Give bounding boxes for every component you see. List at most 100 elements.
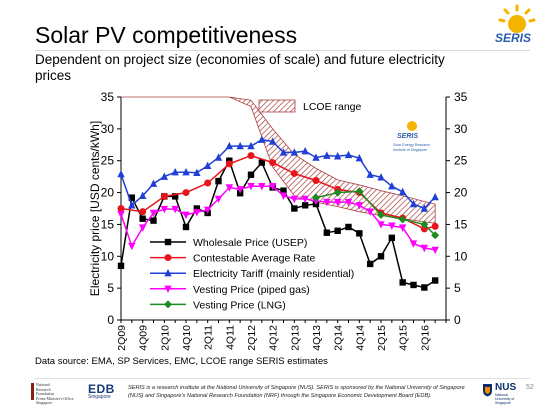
data-point-tariff [138,191,147,199]
data-point-tariff [344,150,353,159]
data-point-wholesale [345,223,352,231]
data-point-tariff [301,146,309,155]
page-title: Solar PV competitiveness [35,22,298,48]
legend-marker-vesting_lng [164,300,172,309]
data-point-vesting_gas [333,198,342,207]
y-tick-label-right: 0 [454,313,461,327]
data-source-note: Data source: EMA, SP Services, EMC, LCOE… [35,356,328,367]
legend-marker-tariff [164,269,172,277]
data-point-wholesale [291,205,298,212]
data-point-contestable [225,160,233,168]
data-point-wholesale [366,260,374,268]
data-point-wholesale [377,253,385,260]
x-tick-label: 2Q16 [419,325,431,351]
data-point-vesting_gas [182,211,190,220]
x-tick-label: 2Q10 [159,325,171,351]
legend-label-tariff: Electricity Tariff (mainly residential) [193,268,354,280]
data-point-wholesale [431,277,439,284]
data-point-vesting_gas [138,224,147,232]
data-point-wholesale [301,202,309,209]
data-point-vesting_gas [247,183,255,191]
x-tick-label: 2Q15 [376,325,388,351]
y-tick-label-right: 25 [454,154,468,168]
x-tick-label: 2Q12 [246,325,258,351]
data-point-contestable [269,159,277,167]
data-point-wholesale [388,234,396,242]
inset-sun-icon [407,121,417,131]
edb-logo: EDB Singapore [88,382,116,404]
data-point-vesting_gas [225,184,234,192]
data-point-wholesale [215,177,222,185]
data-point-wholesale [280,187,287,194]
legend-label-vesting_lng: Vesting Price (LNG) [193,299,286,311]
data-point-vesting_gas [258,183,266,191]
data-point-tariff [193,168,201,177]
legend-label-contestable: Contestable Average Rate [193,253,316,265]
data-point-vesting_gas [409,240,418,248]
data-point-contestable [160,192,168,200]
inset-seris-line: Institute of Singapore [393,148,427,152]
seris-logo: SERIS [495,4,536,45]
page-number: 52 [526,384,534,391]
y-tick-label-left: 0 [107,313,114,327]
legend-label-vesting_gas: Vesting Price (piped gas) [193,284,310,296]
data-point-tariff [279,148,288,156]
x-tick-label: 4Q15 [398,325,410,351]
data-point-vesting_gas [128,242,136,251]
data-point-wholesale [356,230,363,237]
edb-subtext: Singapore [88,394,111,400]
x-tick-label: 4Q10 [181,325,193,351]
data-point-vesting_gas [420,244,429,253]
y-tick-label-left: 20 [101,186,115,200]
data-point-tariff [323,151,331,159]
nrf-line: National [36,382,50,387]
divider [35,50,530,51]
x-tick-label: 4Q13 [311,325,323,351]
x-tick-label: 4Q11 [224,325,236,350]
data-point-wholesale [334,227,341,234]
x-tick-label: 2Q13 [289,325,301,351]
data-point-vesting_lng [355,187,364,196]
data-point-wholesale [128,194,136,201]
data-point-tariff [214,153,223,161]
price-chart: 0 0 5 5 10 10 15 15 20 20 25 25 30 30 35 35 2Q09 4Q09 2Q10… [88,90,468,351]
data-point-tariff [312,153,320,161]
x-tick-label: 4Q09 [138,325,150,351]
nrf-line: Prime Minister's Office [36,395,74,401]
legend-label-wholesale: Wholesale Price (USEP) [193,237,307,249]
data-point-vesting_gas [160,205,169,214]
data-point-tariff [366,170,374,178]
data-point-tariff [149,179,158,187]
y-tick-label-left: 35 [101,90,115,104]
data-point-tariff [290,148,299,156]
data-point-tariff [420,204,429,212]
data-point-vesting_lng [431,231,440,240]
data-point-contestable [312,176,320,184]
data-point-vesting_gas [388,222,396,230]
data-point-tariff [377,173,385,181]
data-point-vesting_gas [193,209,201,217]
data-point-tariff [247,141,255,150]
data-point-vesting_gas [279,192,288,200]
data-point-wholesale [150,217,157,224]
x-tick-label: 4Q12 [268,325,280,351]
page-subtitle: Dependent on project size (economies of … [35,52,445,83]
x-tick-label: 2Q09 [116,325,128,351]
data-point-tariff [236,141,244,150]
data-point-vesting_gas [366,208,374,216]
data-point-wholesale [139,215,146,222]
footer-divider [35,378,530,379]
data-point-tariff [268,137,277,145]
data-point-vesting_gas [268,183,277,191]
data-point-vesting_gas [149,209,158,218]
legend-marker-vesting_gas [164,285,172,293]
nrf-line: Research [36,386,51,392]
legend-swatch-lcoe [258,99,296,113]
data-point-wholesale [399,279,406,286]
data-point-vesting_gas [344,198,353,207]
data-point-contestable [204,179,212,187]
data-point-tariff [160,172,169,180]
data-point-wholesale [117,262,125,270]
data-point-wholesale [247,171,255,178]
data-point-wholesale [258,159,266,166]
